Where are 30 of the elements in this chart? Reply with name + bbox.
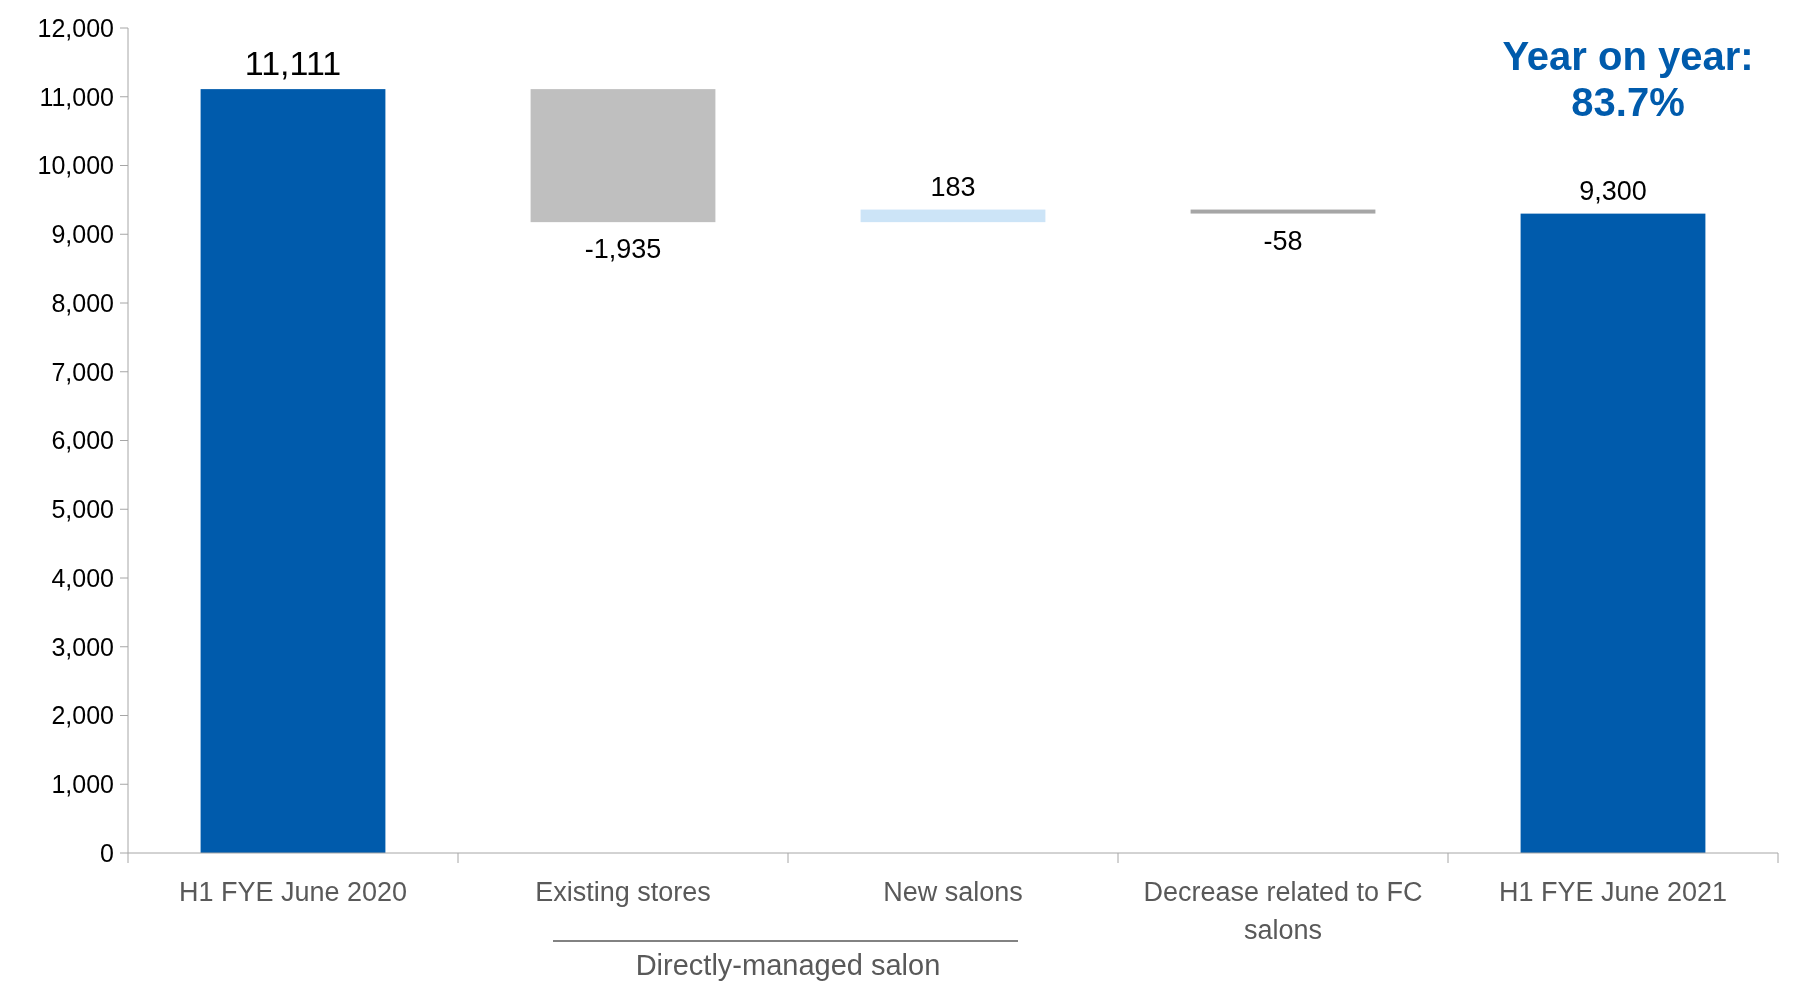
data-label: -58 [1263,225,1303,256]
data-label: -1,935 [584,234,662,265]
y-tick-label: 1,000 [51,770,114,798]
bar [200,89,386,853]
x-tick-label: H1 FYE June 2021 [1498,877,1728,907]
x-tick-label: Existing stores [535,877,711,907]
bar [1520,213,1706,853]
y-tick-label: 0 [100,838,114,867]
text: Directly-managed salon [635,949,941,981]
y-tick-label: 10,000 [37,151,114,180]
x-tick-label: Decrease related to FC salons [1143,877,1423,945]
y-tick-label: 9,000 [51,220,114,248]
x-tick-label: New salons [883,877,1023,907]
y-tick-label: 8,000 [51,288,114,317]
y-tick-label: 12,000 [37,13,114,42]
data-label: 11,111 [244,44,342,83]
y-tick-label: 4,000 [51,563,114,592]
bar [530,89,716,223]
y-tick-label: 2,000 [51,701,114,730]
bar [1190,209,1376,214]
y-tick-label: 6,000 [51,426,114,455]
data-label: 183 [930,171,976,202]
annotation: Year on year: 83.7% [1502,34,1754,124]
bar [860,209,1046,223]
y-tick-label: 11,000 [39,82,114,111]
y-tick-label: 5,000 [51,495,114,523]
y-tick-label: 7,000 [51,357,114,386]
y-tick-label: 3,000 [51,632,114,661]
x-tick-label: H1 FYE June 2020 [178,877,408,907]
data-label: 9,300 [1579,175,1647,206]
